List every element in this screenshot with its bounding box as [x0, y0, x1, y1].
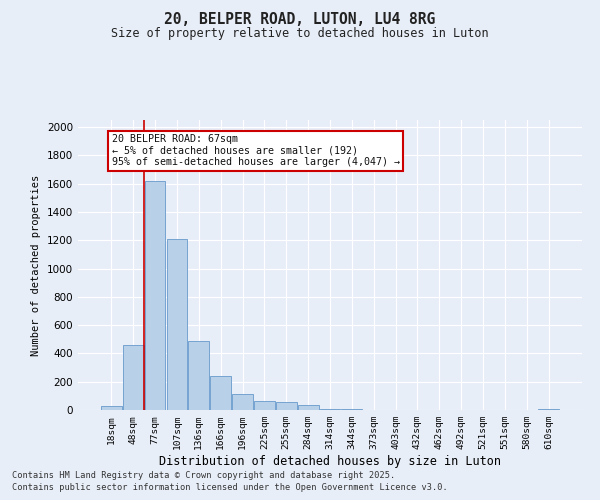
Bar [232, 394, 253, 410]
Bar [254, 401, 275, 410]
Bar [145, 181, 166, 410]
Text: Size of property relative to detached houses in Luton: Size of property relative to detached ho… [111, 28, 489, 40]
Bar [167, 239, 187, 410]
Text: 20, BELPER ROAD, LUTON, LU4 8RG: 20, BELPER ROAD, LUTON, LU4 8RG [164, 12, 436, 28]
Text: Contains HM Land Registry data © Crown copyright and database right 2025.: Contains HM Land Registry data © Crown c… [12, 471, 395, 480]
Bar [210, 376, 231, 410]
Text: 20 BELPER ROAD: 67sqm
← 5% of detached houses are smaller (192)
95% of semi-deta: 20 BELPER ROAD: 67sqm ← 5% of detached h… [112, 134, 400, 168]
Text: Contains public sector information licensed under the Open Government Licence v3: Contains public sector information licen… [12, 484, 448, 492]
Y-axis label: Number of detached properties: Number of detached properties [31, 174, 41, 356]
Bar [276, 402, 296, 410]
Bar [298, 405, 319, 410]
Bar [123, 345, 143, 410]
X-axis label: Distribution of detached houses by size in Luton: Distribution of detached houses by size … [159, 455, 501, 468]
Bar [101, 406, 122, 410]
Bar [320, 408, 340, 410]
Bar [188, 340, 209, 410]
